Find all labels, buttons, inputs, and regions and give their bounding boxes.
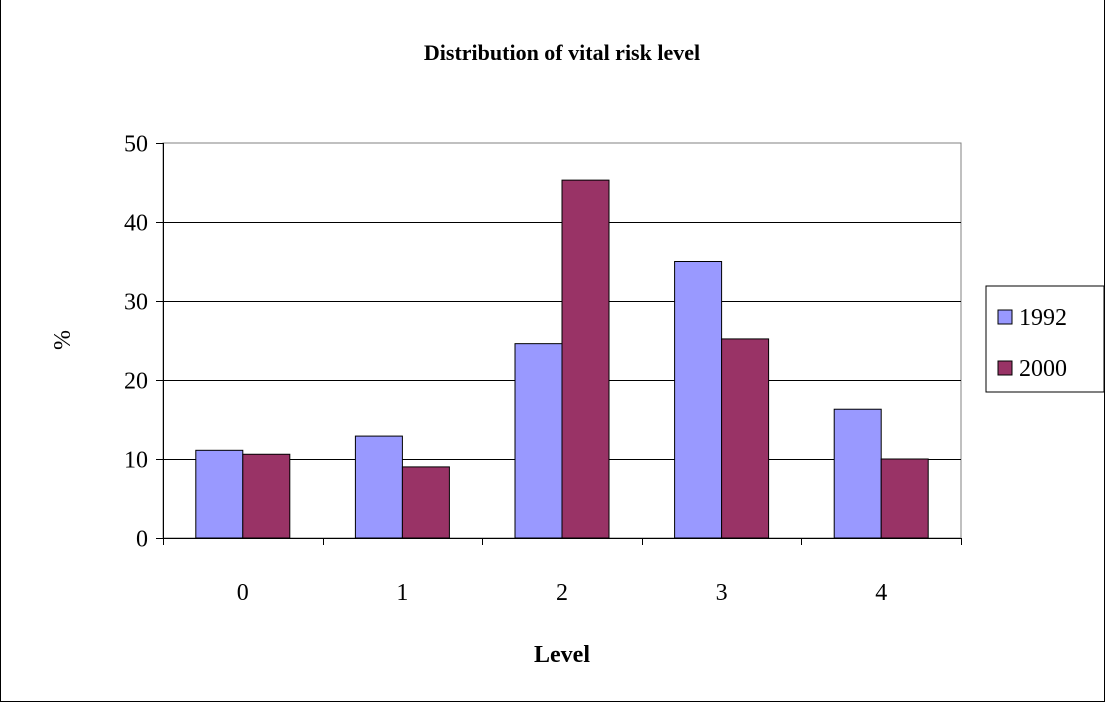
bar-1992-3 [674,261,723,539]
bar-2000-0 [242,453,291,539]
x-tick-label-0: 0 [237,580,249,606]
y-axis-title: % [50,330,76,350]
x-tick-label-4: 4 [875,580,887,606]
bar-1992-2 [514,343,563,539]
bar-2000-2 [561,179,610,539]
legend-box [985,285,1105,393]
bar-2000-3 [721,338,770,539]
y-tick-label-30: 30 [124,290,148,316]
y-tick-label-20: 20 [124,369,148,395]
y-tick-label-50: 50 [124,132,148,158]
bar-2000-4 [880,458,929,539]
x-tick-label-2: 2 [556,580,568,606]
legend: 1992 2000 [985,285,1105,393]
legend-swatch-1992 [997,309,1013,325]
x-axis-title: Level [534,642,590,668]
bar-1992-4 [833,408,882,539]
legend-swatch-2000 [997,360,1013,376]
y-tick-label-10: 10 [124,448,148,474]
bar-1992-0 [195,449,244,539]
bars-group [195,179,929,539]
legend-label-1992: 1992 [1019,305,1067,331]
y-tick-label-40: 40 [124,211,148,237]
bar-1992-1 [354,435,403,539]
axes-group: 0 10 20 30 40 50 0 1 2 3 4 [124,132,962,606]
x-tick-label-1: 1 [396,580,408,606]
legend-label-2000: 2000 [1019,356,1067,382]
bar-2000-1 [401,466,450,539]
y-tick-label-0: 0 [136,527,148,553]
chart-title: Distribution of vital risk level [424,40,700,65]
x-tick-label-3: 3 [716,580,728,606]
